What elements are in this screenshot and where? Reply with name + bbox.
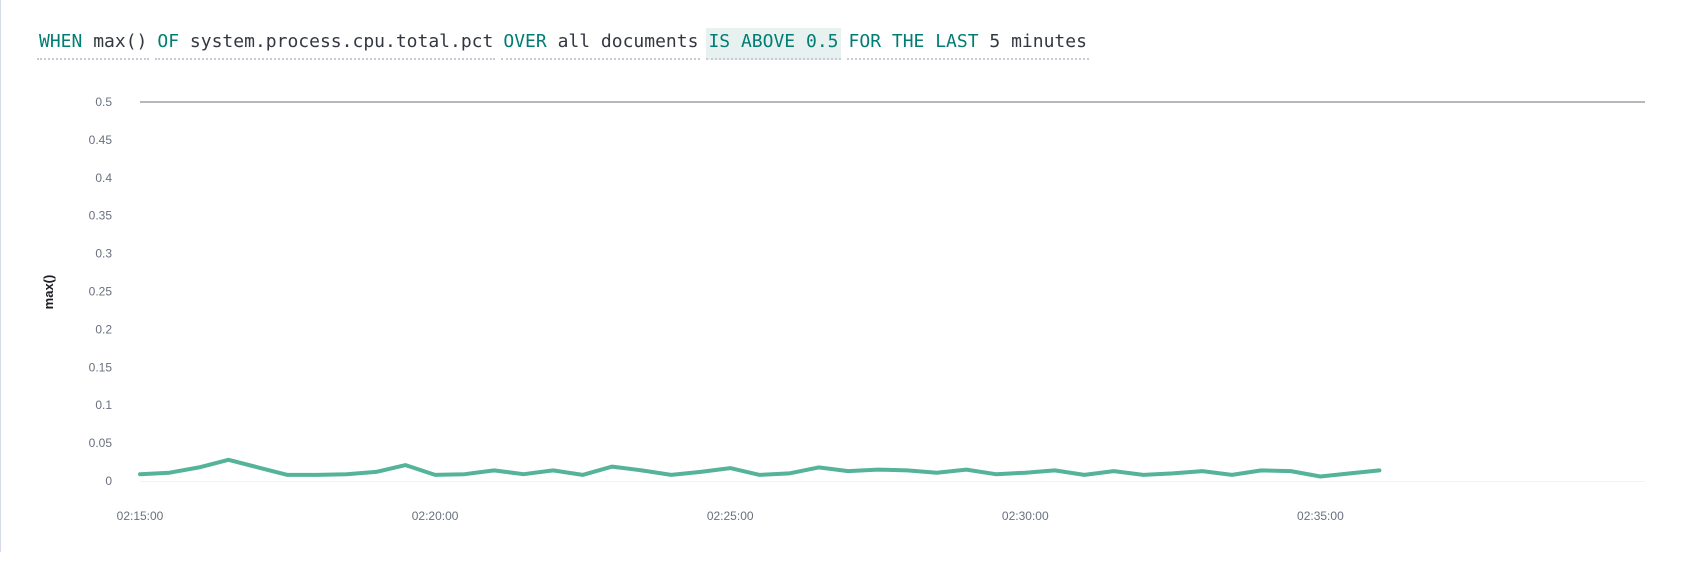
data-point	[1023, 471, 1027, 475]
data-point	[581, 473, 585, 477]
data-point	[463, 472, 467, 476]
data-point	[1141, 473, 1145, 477]
panel-left-border	[0, 0, 1, 552]
data-point	[433, 473, 437, 477]
y-tick-label: 0.35	[89, 209, 113, 223]
expression-threshold[interactable]: IS ABOVE 0.5	[706, 28, 841, 60]
data-point	[758, 473, 762, 477]
x-tick-label: 02:35:00	[1297, 509, 1344, 523]
data-point	[286, 473, 290, 477]
data-point	[1259, 468, 1263, 472]
expression-window[interactable]: FOR THE LAST 5 minutes	[846, 28, 1089, 60]
y-tick-label: 0.1	[95, 398, 112, 412]
y-tick-label: 0.3	[95, 247, 112, 261]
data-point	[1171, 471, 1175, 475]
y-tick-label: 0.05	[89, 436, 113, 450]
data-point	[374, 470, 378, 474]
data-point	[522, 472, 526, 476]
data-point	[905, 468, 909, 472]
data-point	[846, 469, 850, 473]
expression-over[interactable]: OVER all documents	[501, 28, 701, 60]
data-point	[1230, 473, 1234, 477]
data-point	[227, 458, 231, 462]
y-tick-label: 0.4	[95, 171, 112, 185]
data-point	[1200, 469, 1204, 473]
data-point	[817, 465, 821, 469]
data-point	[345, 472, 349, 476]
data-point	[876, 468, 880, 472]
data-point	[935, 471, 939, 475]
y-tick-label: 0.2	[95, 322, 112, 336]
data-point	[699, 470, 703, 474]
x-axis-ticks: 02:15:00 02:20:00 02:25:00 02:30:00 02:35:00	[117, 509, 1344, 523]
data-point	[1112, 469, 1116, 473]
y-tick-label: 0.5	[95, 95, 112, 109]
data-point	[551, 468, 555, 472]
x-tick-label: 02:25:00	[707, 509, 754, 523]
data-point	[669, 473, 673, 477]
expression-of[interactable]: OF system.process.cpu.total.pct	[155, 28, 496, 60]
data-point	[404, 463, 408, 467]
expression-when[interactable]: WHEN max()	[37, 28, 150, 60]
data-point	[964, 468, 968, 472]
data-point	[787, 471, 791, 475]
data-point	[994, 472, 998, 476]
data-point	[492, 468, 496, 472]
data-point	[1082, 473, 1086, 477]
y-tick-label: 0.25	[89, 285, 113, 299]
y-tick-label: 0.45	[89, 133, 113, 147]
data-point	[1377, 468, 1381, 472]
data-point	[728, 466, 732, 470]
series-points	[138, 458, 1381, 478]
data-point	[168, 471, 172, 475]
data-point	[610, 465, 614, 469]
y-axis-label: max()	[41, 275, 56, 310]
data-point	[1318, 474, 1322, 478]
x-tick-label: 02:20:00	[412, 509, 459, 523]
data-point	[197, 465, 201, 469]
y-tick-label: 0	[105, 474, 112, 488]
data-point	[256, 465, 260, 469]
y-tick-label: 0.15	[89, 360, 113, 374]
x-tick-label: 02:15:00	[117, 509, 164, 523]
x-tick-label: 02:30:00	[1002, 509, 1049, 523]
data-point	[1053, 468, 1057, 472]
data-point	[640, 468, 644, 472]
data-point	[315, 473, 319, 477]
y-axis-ticks: 0.5 0.45 0.4 0.35 0.3 0.25 0.2 0.15 0.1 0.05 0	[89, 95, 113, 488]
data-point	[138, 472, 142, 476]
data-point	[1289, 469, 1293, 473]
data-point	[1348, 471, 1352, 475]
alert-expression: WHEN max() OF system.process.cpu.total.pc…	[37, 28, 1095, 60]
